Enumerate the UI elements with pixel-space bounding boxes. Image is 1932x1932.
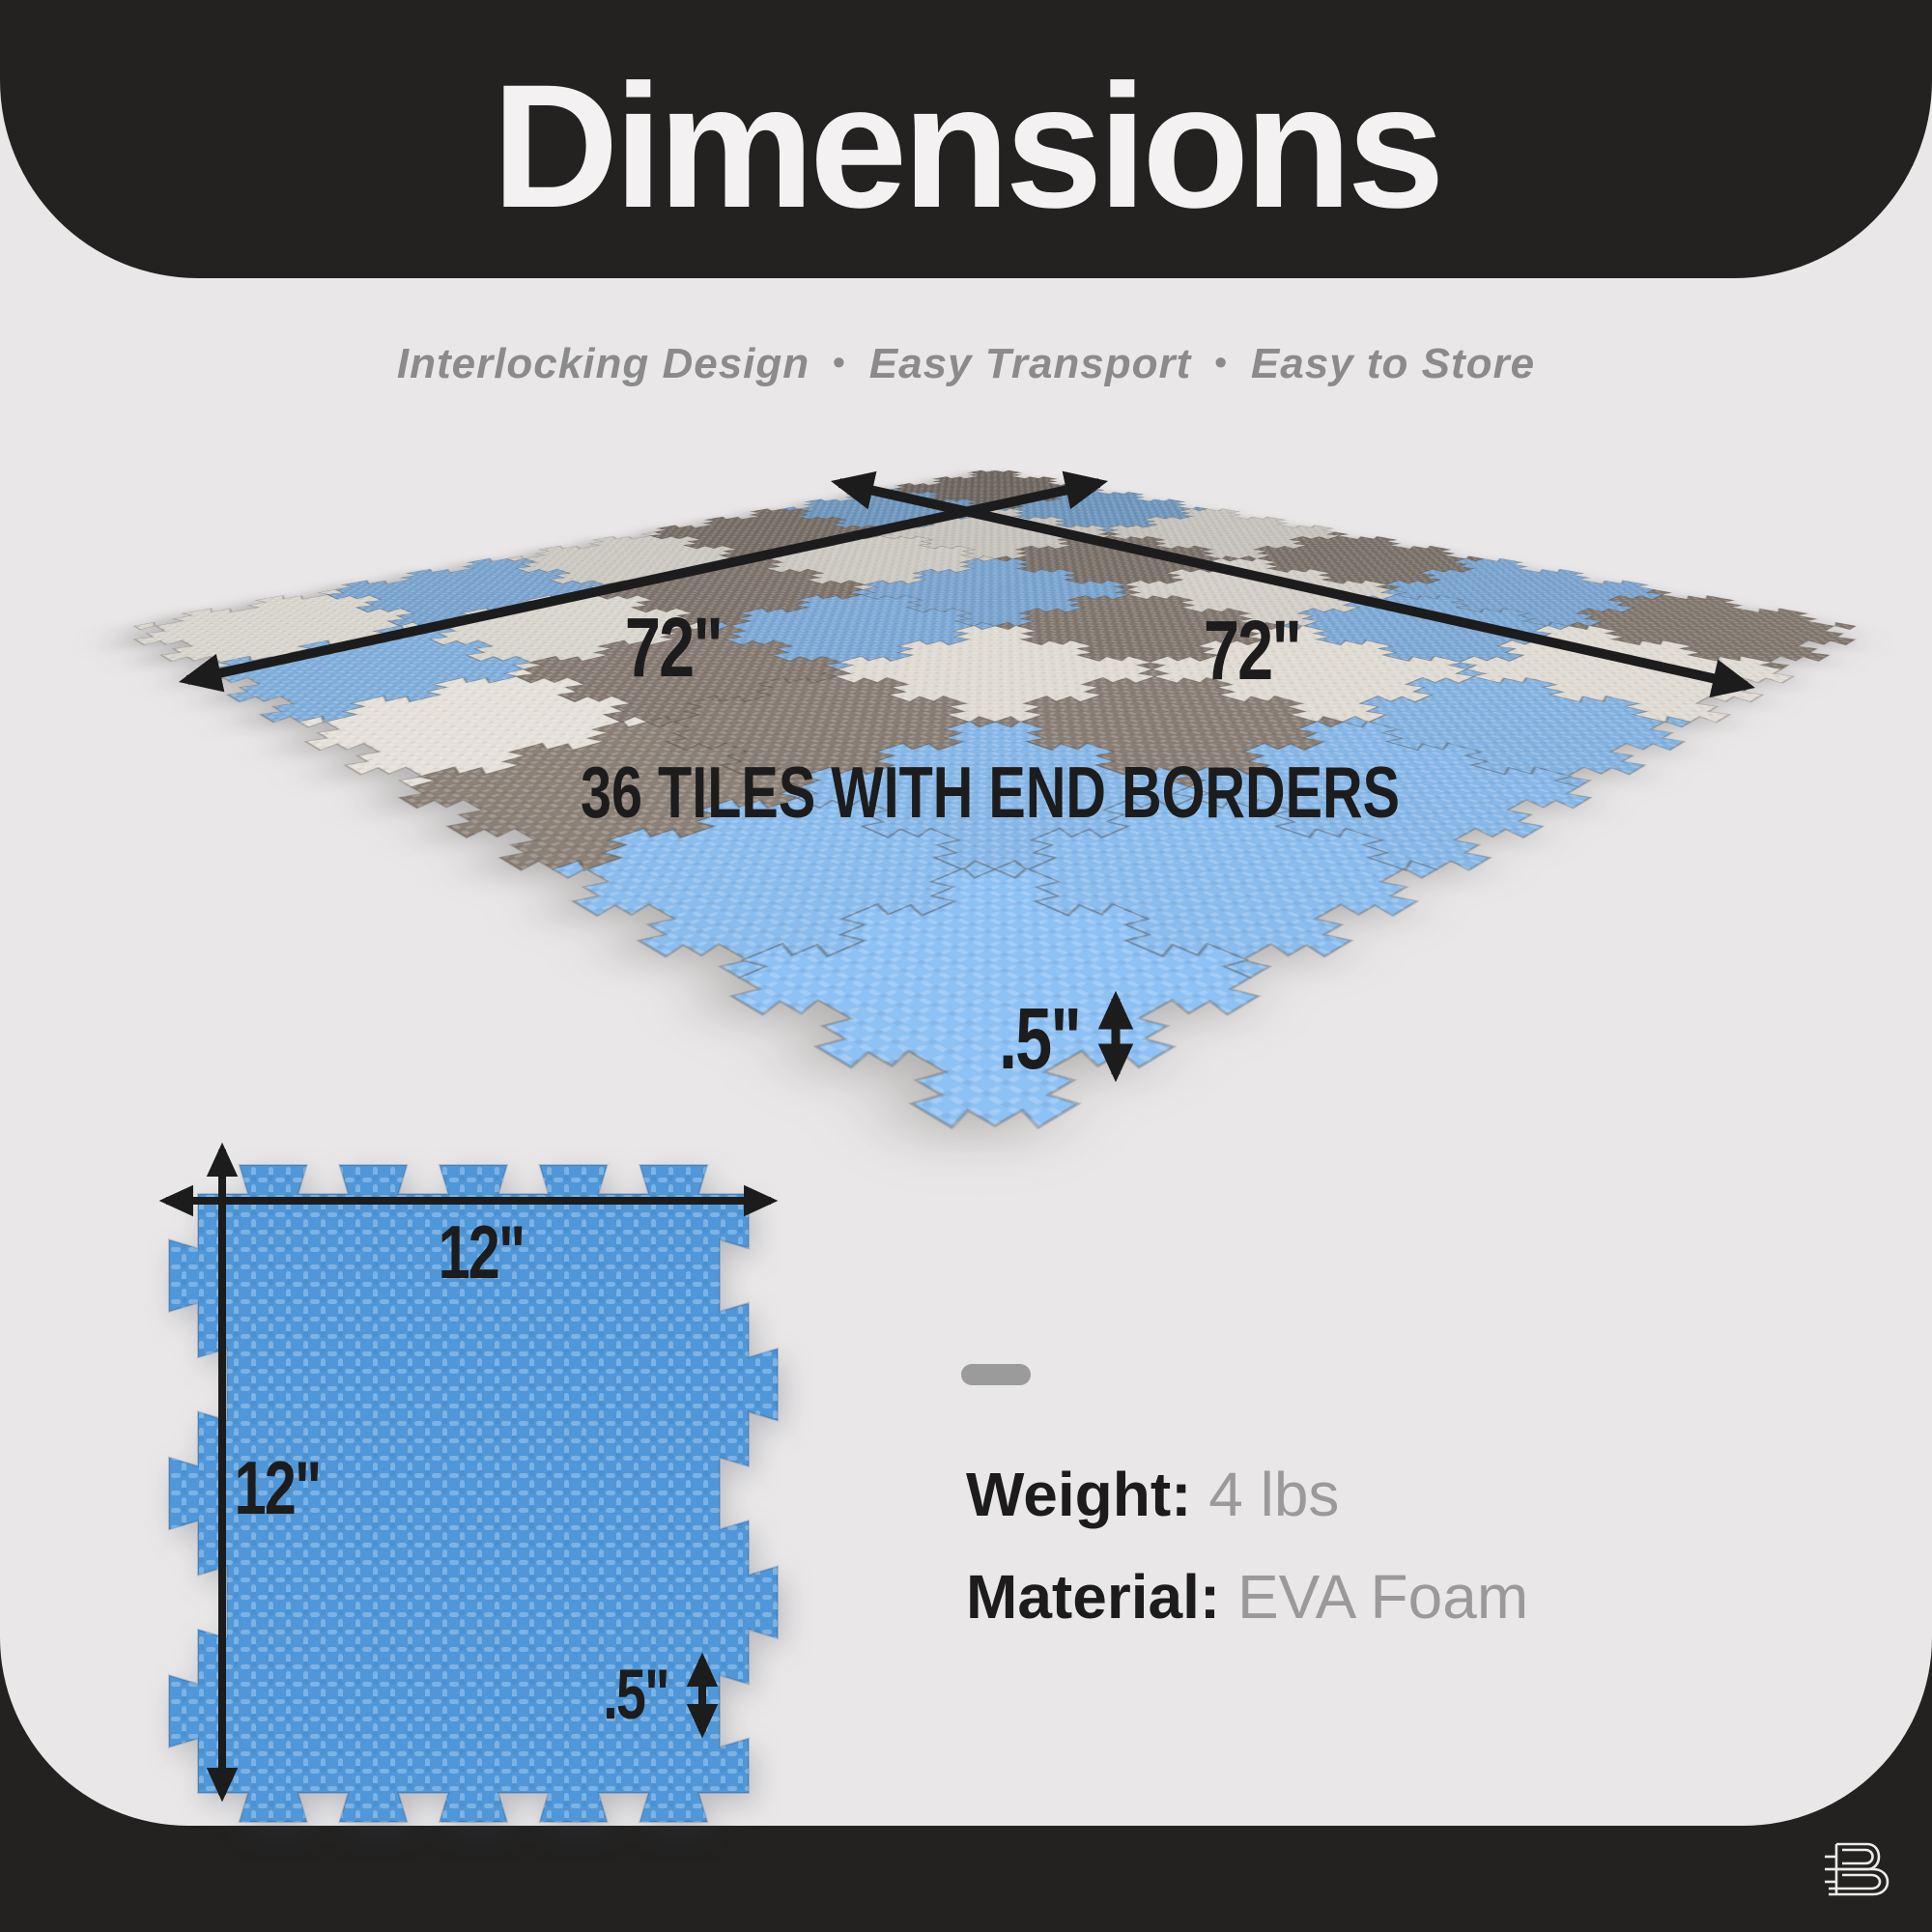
tile-height-label: 12" bbox=[234, 1445, 323, 1530]
mat-tile-count-label: 36 TILES WITH END BORDERS bbox=[580, 751, 1401, 834]
feature-transport: Easy Transport bbox=[868, 340, 1192, 387]
foam-tile-image bbox=[168, 1164, 779, 1823]
mat-depth-label: 72" bbox=[1203, 603, 1302, 697]
tile-thickness-label: .5" bbox=[603, 1656, 669, 1735]
feature-tagline: Interlocking Design • Easy Transport • Easy … bbox=[0, 340, 1932, 388]
brand-b-logo-icon bbox=[1825, 1842, 1889, 1896]
mat-width-label: 72" bbox=[624, 600, 724, 695]
spec-weight-row: Weight: 4 lbs bbox=[966, 1459, 1339, 1530]
mat-thickness-label: .5" bbox=[998, 990, 1082, 1089]
weight-value: 4 lbs bbox=[1208, 1460, 1340, 1529]
bullet-icon: • bbox=[1214, 342, 1228, 382]
bullet-icon: • bbox=[833, 342, 846, 382]
material-label: Material: bbox=[966, 1562, 1221, 1632]
weight-label: Weight: bbox=[966, 1460, 1192, 1529]
page-title: Dimensions bbox=[492, 47, 1445, 244]
feature-interlocking: Interlocking Design bbox=[396, 340, 810, 387]
header-banner: Dimensions bbox=[0, 0, 1932, 278]
spec-dash-icon bbox=[961, 1364, 1031, 1385]
feature-store: Easy to Store bbox=[1250, 340, 1536, 387]
material-value: EVA Foam bbox=[1236, 1562, 1529, 1632]
spec-material-row: Material: EVA Foam bbox=[966, 1561, 1528, 1633]
tile-width-label: 12" bbox=[438, 1209, 526, 1294]
single-tile-diagram bbox=[153, 1140, 794, 1832]
